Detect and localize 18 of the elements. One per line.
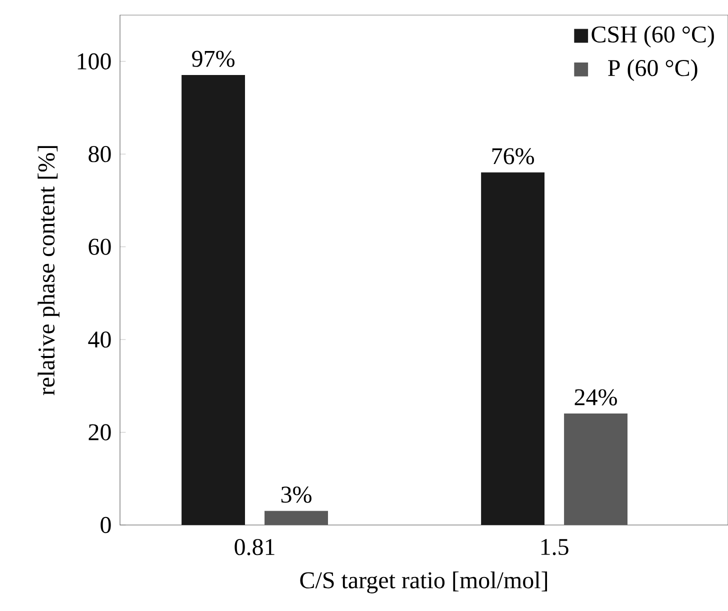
y-tick-label: 80 [88, 146, 111, 162]
y-tick-label: 40 [88, 331, 111, 348]
legend-label: P (60 °C) [608, 59, 698, 82]
x-tick-label: 1.5 [541, 538, 568, 556]
data-label: 76% [492, 148, 534, 164]
y-axis-title: relative phase content [%] [38, 146, 60, 396]
legend-label: CSH (60 °C) [592, 26, 714, 48]
x-tick-label: 0.81 [234, 538, 274, 556]
y-tick-label: 100 [78, 53, 111, 70]
data-label: 24% [574, 389, 617, 406]
y-tick-label: 0 [100, 516, 111, 534]
bar [182, 75, 246, 525]
data-label: 3% [281, 486, 312, 503]
bar [481, 172, 545, 525]
y-tick-label: 60 [88, 238, 111, 255]
data-label: 97% [192, 50, 234, 67]
y-tick-label: 20 [88, 424, 111, 440]
x-axis-title: C/S target ratio [mol/mol] [300, 572, 548, 594]
